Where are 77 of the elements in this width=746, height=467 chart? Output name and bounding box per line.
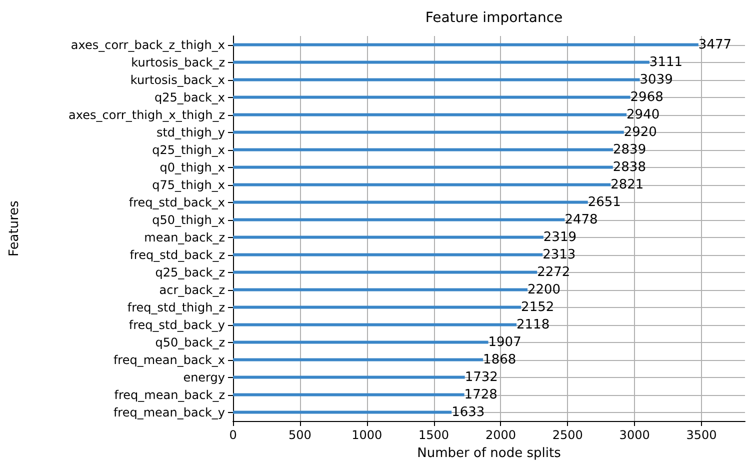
y-tick-label: freq_mean_back_x [113, 352, 225, 367]
data-label: 1907 [488, 334, 522, 350]
bar [233, 358, 484, 362]
bar [233, 218, 565, 222]
data-label: 2920 [624, 124, 657, 140]
data-label: 2313 [542, 247, 576, 262]
bar [233, 166, 613, 169]
y-tick-label: kurtosis_back_z [131, 55, 225, 70]
bar [233, 113, 627, 116]
bar [233, 78, 640, 82]
bar [233, 288, 528, 292]
y-tick-label: q0_thigh_x [160, 160, 225, 174]
x-tick-label: 500 [288, 428, 312, 442]
x-axis-title: Number of node splits [417, 446, 562, 461]
y-tick-label: q25_back_x [154, 90, 225, 104]
y-tick-label: mean_back_z [144, 230, 225, 244]
bar [233, 183, 611, 186]
x-tick-label: 1000 [352, 428, 382, 442]
bar [233, 200, 588, 204]
bar [233, 340, 488, 344]
data-label: 2478 [564, 212, 598, 228]
bar [233, 60, 650, 64]
y-tick-label: freq_mean_back_z [114, 388, 225, 402]
x-tick-label: 2000 [485, 428, 516, 442]
y-tick-label: freq_std_thigh_z [127, 300, 225, 314]
data-label: 2118 [516, 317, 550, 332]
data-label: 1732 [464, 370, 498, 385]
x-tick-label: 3500 [686, 428, 717, 442]
bar [233, 270, 538, 274]
data-label: 3039 [640, 72, 673, 88]
bar [233, 236, 544, 239]
data-label: 1633 [452, 404, 485, 420]
y-tick-label: q25_back_z [155, 265, 225, 280]
data-label: 2651 [588, 194, 621, 210]
bar [233, 306, 522, 309]
bar [233, 323, 517, 326]
y-tick-label: freq_std_back_z [130, 248, 225, 262]
bar [233, 43, 698, 46]
x-tick-label: 2500 [552, 428, 583, 442]
data-label: 2968 [630, 90, 664, 105]
bar [233, 130, 624, 134]
y-tick-label: kurtosis_back_x [130, 72, 225, 87]
bar [233, 148, 614, 152]
bar [233, 393, 464, 396]
x-tick-label: 1500 [418, 428, 450, 442]
x-tick-label: 3000 [619, 428, 650, 442]
y-axis-title: Features [7, 200, 22, 256]
y-tick-label: q50_back_z [155, 335, 225, 350]
data-label: 1868 [483, 352, 516, 368]
chart-title: Feature importance [425, 10, 563, 26]
y-tick-label: std_thigh_y [156, 125, 225, 140]
y-tick-label: freq_std_back_x [128, 195, 225, 210]
bar [233, 410, 452, 414]
bar [233, 376, 465, 379]
data-label: 2272 [537, 264, 570, 280]
data-label: 1728 [464, 387, 498, 402]
y-tick-label: freq_mean_back_y [113, 405, 225, 420]
y-tick-label: acr_back_z [159, 282, 225, 297]
x-tick-label: 0 [229, 428, 237, 442]
data-label: 2839 [613, 142, 646, 158]
data-label: 2319 [543, 230, 577, 245]
data-label: 2152 [521, 300, 554, 315]
bar [233, 96, 630, 99]
data-label: 2838 [612, 160, 646, 175]
data-label: 3111 [649, 54, 683, 70]
y-tick-label: axes_corr_back_z_thigh_x [70, 38, 225, 52]
data-label: 2821 [610, 177, 644, 192]
bar [233, 253, 543, 256]
y-tick-label: q75_thigh_x [152, 178, 225, 192]
data-label: 3477 [698, 37, 732, 52]
data-label: 2940 [626, 107, 660, 122]
y-tick-label: axes_corr_thigh_x_thigh_z [68, 108, 225, 122]
y-tick-label: energy [183, 370, 225, 384]
y-tick-label: freq_std_back_y [128, 318, 225, 332]
y-tick-label: q25_thigh_x [152, 142, 225, 157]
y-tick-label: q50_thigh_x [152, 212, 225, 227]
data-label: 2200 [527, 282, 561, 298]
